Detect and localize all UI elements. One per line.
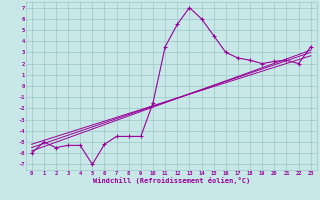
X-axis label: Windchill (Refroidissement éolien,°C): Windchill (Refroidissement éolien,°C) (92, 177, 250, 184)
